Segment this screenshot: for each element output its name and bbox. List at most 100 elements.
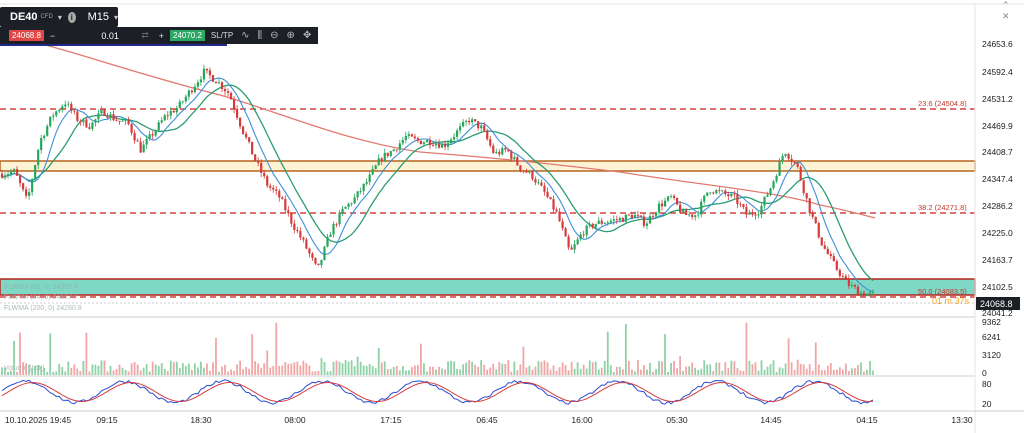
candle-body [718, 190, 721, 191]
buy-button[interactable]: 24070.2 [170, 30, 205, 41]
volume-bar [661, 361, 663, 375]
volume-bar [206, 363, 208, 375]
volume-bar [649, 362, 651, 375]
volume-bar [826, 365, 829, 375]
volume-bar [365, 366, 368, 375]
volume-bar [630, 369, 633, 375]
volume-bar [516, 370, 519, 375]
candle-body [688, 214, 691, 216]
candle-body [181, 101, 184, 103]
volume-bar [498, 362, 501, 375]
volume-bar [127, 371, 130, 375]
candle-body [672, 195, 676, 198]
candle-body [449, 139, 453, 144]
volume-bar [112, 370, 115, 375]
chevron-up-icon[interactable]: ⌃ [1002, 0, 1010, 10]
candle-body [582, 234, 585, 236]
candle-body [389, 151, 392, 157]
indicator-icon[interactable]: ⫼ [257, 30, 263, 41]
volume-bar [344, 360, 347, 375]
candle-body [597, 220, 600, 224]
candle-body [100, 109, 103, 114]
candle-body [305, 239, 308, 249]
candle-body [142, 144, 145, 153]
sell-button[interactable]: 24068.8 [9, 30, 44, 41]
timeframe-selector[interactable]: M15 [87, 11, 109, 23]
volume-bar [175, 361, 178, 375]
volume-bar [652, 371, 654, 375]
close-icon[interactable]: ✕ [1002, 11, 1010, 21]
chevron-down-icon[interactable]: ▾ [57, 12, 62, 22]
volume-bar [829, 363, 832, 375]
candle-body [419, 140, 423, 145]
candle-body [350, 203, 353, 205]
line-tool-icon[interactable]: ∿ [241, 30, 250, 41]
volume-bar [727, 368, 730, 375]
candle-body [287, 210, 290, 214]
volume-bar [627, 360, 630, 375]
quantity-input[interactable]: 0.01 [101, 30, 119, 41]
zoom-in-icon[interactable]: ⊕ [286, 30, 295, 41]
candle-body [793, 161, 796, 164]
candle-body [660, 203, 664, 207]
info-icon[interactable]: i [67, 11, 76, 23]
time-tick: 16:00 [571, 415, 593, 425]
candle-body [91, 122, 94, 129]
time-tick: 14:45 [760, 415, 782, 425]
volume-bar [407, 370, 410, 375]
volume-bar [844, 363, 847, 375]
candle-body [540, 182, 543, 186]
candle-body [446, 143, 450, 147]
volume-bar [31, 367, 34, 375]
candle-body [471, 119, 474, 123]
candle-body [733, 193, 736, 195]
candle-body [624, 214, 627, 222]
candle-body [34, 165, 37, 180]
volume-bar [248, 368, 251, 375]
timeframe-chevron-icon[interactable]: ▾ [113, 12, 118, 22]
symbol-bar[interactable]: DE40 CFD ▾ i M15 ▾ [0, 7, 118, 27]
zoom-out-icon[interactable]: ⊖ [270, 30, 279, 41]
swap-icon[interactable]: ⇄ [141, 30, 149, 40]
candle-body [422, 142, 426, 145]
sltp-button[interactable]: SL/TP [210, 31, 234, 40]
decrease-qty-button[interactable]: − [49, 30, 56, 41]
candle-body [302, 237, 305, 240]
candle-body [775, 175, 778, 182]
candle-body [727, 194, 730, 197]
candle-body [462, 121, 465, 127]
candle-body [790, 158, 793, 162]
candle-body [284, 199, 287, 211]
volume-bar [724, 362, 727, 375]
volume-bar [371, 366, 374, 375]
candle-body [784, 154, 787, 156]
candle-body [73, 110, 76, 112]
volume-bar [196, 367, 199, 375]
candle-body [679, 204, 682, 213]
volume-bar [679, 356, 682, 375]
volume-bar [254, 361, 257, 375]
candle-body [841, 275, 844, 277]
candle-body [214, 81, 218, 84]
volume-bar [103, 360, 106, 375]
volume-bar [820, 369, 823, 375]
candle-body [175, 107, 178, 113]
move-icon[interactable]: ✥ [302, 30, 312, 41]
candle-body [238, 117, 242, 127]
candle-body [121, 120, 124, 122]
volume-bar [383, 361, 386, 375]
volume-bar [588, 360, 591, 375]
time-tick: 17:15 [380, 415, 402, 425]
volume-bar [438, 366, 440, 375]
volume-bar [347, 361, 350, 375]
symbol-name[interactable]: DE40 [10, 11, 38, 23]
volume-bar [621, 369, 624, 375]
candle-body [205, 68, 209, 71]
volume-bar [82, 360, 85, 375]
fib-label-23: 23.6 (24504.8) [918, 99, 967, 108]
candle-body [371, 169, 374, 175]
increase-qty-button[interactable]: + [158, 30, 164, 41]
candle-body [320, 259, 323, 266]
candle-body [799, 166, 802, 181]
